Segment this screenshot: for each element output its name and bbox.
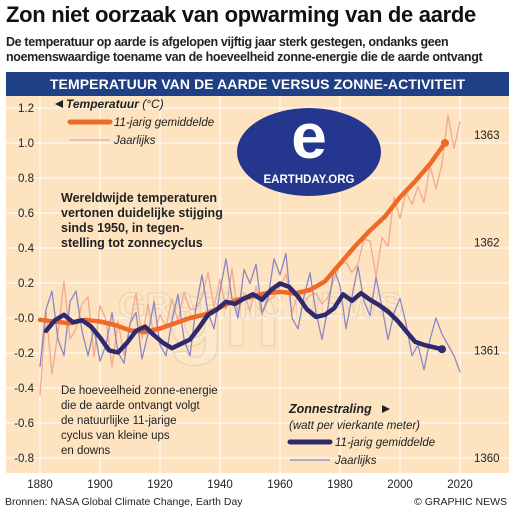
annotation-temperature: Wereldwijde temperaturen vertonen duidel… [61, 191, 226, 250]
y-left-tick-label: -0.6 [14, 418, 34, 430]
chart: gn GRAPHIC NEWS e EARTHDAY.ORG Temperatu… [6, 96, 509, 491]
series-sun-avg [43, 281, 445, 355]
subtitle-line: noemenswaardige toename van de hoeveelhe… [6, 49, 483, 64]
annotation-line: sinds 1950, in tegen- [61, 221, 184, 235]
annotation-line: Wereldwijde temperaturen [61, 191, 217, 205]
legend-temp-title: Temperatuur (°C) [66, 97, 164, 111]
y-left-tick-label: -0.4 [14, 383, 34, 395]
earthday-logo-icon: e EARTHDAY.ORG [237, 100, 381, 196]
y-left-tick-label: 0.4 [18, 243, 35, 255]
subtitle: De temperatuur op aarde is afgelopen vij… [6, 35, 511, 64]
annotation-line: en downs [61, 445, 110, 457]
legend-sun-title: Zonnestraling [288, 402, 372, 416]
x-tick-label: 1880 [27, 479, 53, 491]
source-note: Bronnen: NASA Global Climate Change, Ear… [5, 496, 243, 508]
x-tick-label: 1980 [327, 479, 353, 491]
axes: 1.2 1.0 0.8 0.6 0.4 0.2 -0.0 -0.2 -0.4 -0.6 -0.8 13… [14, 103, 499, 491]
annotation-line: stelling tot zonnecyclus [61, 236, 203, 250]
left-axis-arrow-icon [55, 100, 63, 108]
annotation-line: vertonen duidelijke stijging [61, 206, 223, 220]
y-left-tick-label: 0.8 [18, 173, 34, 185]
x-tick-label: 1960 [267, 479, 293, 491]
y-left-tick-label: -0.2 [14, 348, 34, 360]
annotation-line: cyclus van kleine ups [61, 430, 170, 442]
credit: © GRAPHIC NEWS [414, 496, 507, 508]
x-tick-label: 2020 [447, 479, 473, 491]
annotation-solar: De hoeveelheid zonne-energie die de aard… [61, 385, 221, 457]
legend-temp-unit: (°C) [139, 97, 164, 111]
y-left-tick-label: 0.2 [18, 278, 34, 290]
annotation-line: De hoeveelheid zonne-energie [61, 385, 218, 397]
legend-sun-unit: (watt per vierkante meter) [289, 420, 420, 432]
y-right-tick-label: 1361 [474, 345, 500, 357]
y-left-tick-label: -0.8 [14, 453, 34, 465]
legend-solar: Zonnestraling (watt per vierkante meter)… [287, 402, 435, 467]
x-tick-label: 1940 [207, 479, 233, 491]
x-tick-label: 2000 [387, 479, 413, 491]
x-tick-label: 1920 [147, 479, 173, 491]
y-left-tick-label: 1.2 [18, 103, 34, 115]
logo-letter: e [291, 100, 327, 172]
series-sun-avg-endpoint [438, 345, 446, 354]
y-right-tick-label: 1362 [474, 238, 500, 250]
legend-temp-name: Temperatuur [66, 97, 140, 111]
x-tick-label: 1900 [87, 479, 113, 491]
series-temp-avg-endpoint [441, 139, 449, 147]
subtitle-line: De temperatuur op aarde is afgelopen vij… [6, 35, 449, 49]
legend-temp-avg-label: 11-jarig gemiddelde [114, 117, 214, 129]
logo-text: EARTHDAY.ORG [264, 174, 355, 186]
y-left-tick-label: -0.0 [14, 313, 34, 325]
page-title: Zon niet oorzaak van opwarming van de aa… [6, 2, 476, 27]
y-right-tick-label: 1363 [474, 130, 500, 142]
annotation-line: de natuurlijke 11-jarige [61, 415, 177, 427]
legend-temp-yearly-label: Jaarlijks [113, 135, 156, 147]
annotation-line: die de aarde ontvangt volgt [61, 400, 201, 412]
legend-sun-yearly-label: Jaarlijks [334, 455, 377, 467]
watermark-logo: gn [168, 264, 280, 366]
y-left-tick-label: 0.6 [18, 208, 34, 220]
legend-temperature: Temperatuur (°C) 11-jarig gemiddelde Jaa… [55, 97, 214, 147]
y-left-tick-label: 1.0 [18, 138, 34, 150]
chart-banner: TEMPERATUUR VAN DE AARDE VERSUS ZONNE-AC… [6, 72, 509, 96]
right-axis-arrow-icon [382, 405, 390, 413]
series-layer [37, 114, 461, 396]
legend-sun-avg-label: 11-jarig gemiddelde [335, 437, 435, 449]
y-right-tick-label: 1360 [474, 453, 500, 465]
